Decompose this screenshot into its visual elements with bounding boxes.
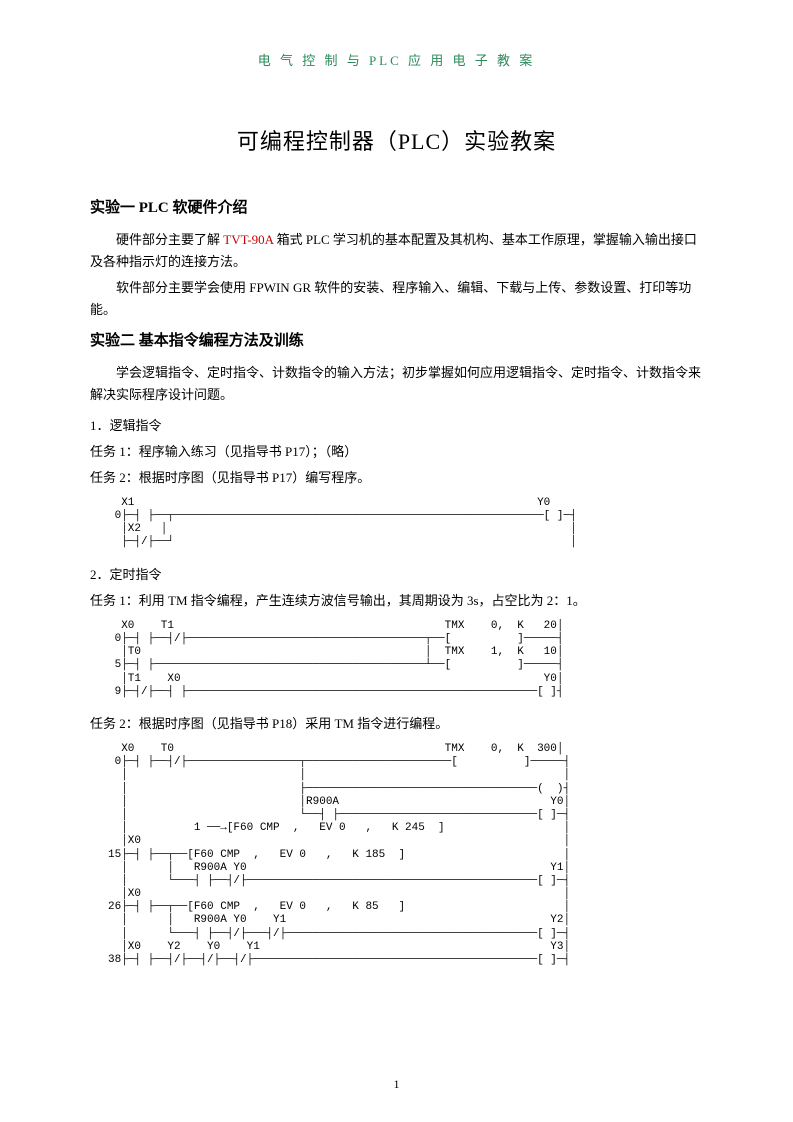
section1-para2: 软件部分主要学会使用 FPWIN GR 软件的安装、程序输入、编辑、下载与上传、… xyxy=(90,277,703,321)
section2-para1: 学会逻辑指令、定时指令、计数指令的输入方法；初步掌握如何应用逻辑指令、定时指令、… xyxy=(90,362,703,406)
page-number: 1 xyxy=(0,1077,793,1092)
ladder-diagram-1: X1 Y0 0├─┤ ├──┬─────────────────────────… xyxy=(108,497,703,550)
main-title: 可编程控制器（PLC）实验教案 xyxy=(90,124,703,156)
section1-title: 实验一 PLC 软硬件介绍 xyxy=(90,196,703,217)
task-4: 任务 2：根据时序图（见指导书 P18）采用 TM 指令进行编程。 xyxy=(90,713,703,735)
section1-para1: 硬件部分主要了解 TVT-90A 箱式 PLC 学习机的基本配置及其机构、基本工… xyxy=(90,229,703,273)
para1-highlight: TVT-90A xyxy=(223,232,273,247)
para1-prefix: 硬件部分主要了解 xyxy=(116,232,223,247)
ladder-diagram-2: X0 T1 TMX 0, K 20│ 0├─┤ ├──┤/├──────────… xyxy=(108,620,703,699)
task-1: 任务 1：程序输入练习（见指导书 P17）；（略） xyxy=(90,441,703,463)
document-header: 电 气 控 制 与 PLC 应 用 电 子 教 案 xyxy=(90,50,703,69)
subheading-1: 1．逻辑指令 xyxy=(90,415,703,437)
section2-title: 实验二 基本指令编程方法及训练 xyxy=(90,329,703,350)
task-3: 任务 1：利用 TM 指令编程，产生连续方波信号输出，其周期设为 3s，占空比为… xyxy=(90,590,703,612)
task-2: 任务 2：根据时序图（见指导书 P17）编写程序。 xyxy=(90,467,703,489)
ladder-diagram-3: X0 T0 TMX 0, K 300│ 0├─┤ ├──┤/├─────────… xyxy=(108,743,703,967)
subheading-2: 2．定时指令 xyxy=(90,564,703,586)
